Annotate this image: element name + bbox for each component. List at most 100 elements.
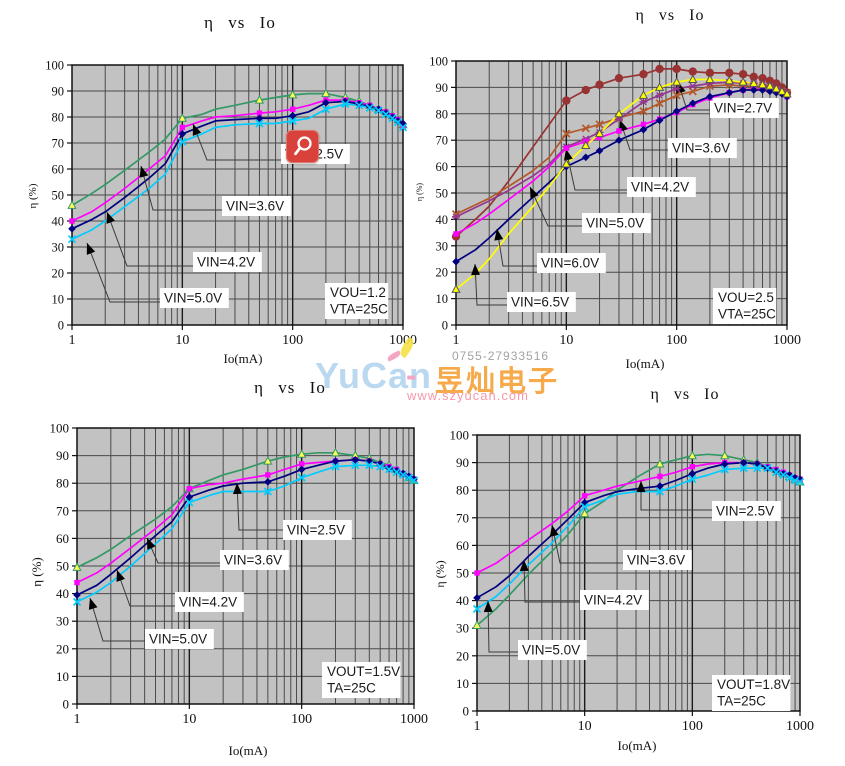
annotation-box: [145, 629, 214, 649]
annotation-label: VIN=4.2V: [179, 595, 237, 610]
annotation-box: [627, 177, 696, 197]
conditions-line: TA=25C: [717, 694, 766, 709]
conditions-line: VOU=2.5: [718, 290, 774, 305]
y-tick-label: 0: [58, 319, 64, 333]
y-tick-label: 50: [436, 187, 449, 201]
y-tick-label: 30: [436, 239, 449, 253]
x-tick-label: 1: [69, 333, 76, 348]
annotation-arrowhead: [494, 229, 504, 241]
y-tick-label: 90: [436, 81, 449, 95]
y-tick-label: 40: [52, 215, 65, 229]
chart-title: η vs Io: [636, 7, 705, 24]
annotation-label: VIN=5.0V: [522, 643, 580, 658]
conditions-line: VOU=1.2: [330, 285, 386, 300]
annotation-label: VIN=5.0V: [586, 216, 644, 231]
annotation-box: [193, 252, 262, 272]
x-tick-label: 100: [282, 333, 303, 348]
y-tick-label: 10: [56, 669, 69, 684]
conditions-line: VOUT=1.5V: [327, 664, 400, 679]
annotation-arrowhead: [116, 570, 125, 582]
y-tick-label: 50: [456, 566, 469, 581]
annotation-leader: [116, 569, 175, 607]
annotation-leader: [192, 123, 281, 161]
y-tick-label: 70: [56, 503, 69, 518]
y-tick-label: 40: [56, 586, 69, 601]
annotation-box: [537, 253, 606, 273]
conditions-line: TA=25C: [327, 681, 376, 696]
annotation-box: [175, 592, 244, 612]
annotation-box: [222, 196, 291, 216]
conditions-box: [325, 283, 389, 319]
magnifier-zoom-icon[interactable]: [286, 130, 319, 163]
annotation-arrowhead: [636, 481, 646, 492]
y-tick-label: 0: [63, 697, 70, 712]
annotation-leader: [496, 228, 537, 267]
annotation-leader: [529, 186, 582, 227]
y-tick-label: 100: [429, 55, 448, 69]
series-line-VIN=5.0V: [76, 464, 415, 603]
y-tick-label: 100: [50, 421, 70, 436]
annotation-box: [712, 501, 781, 521]
y-tick-label: 30: [52, 241, 65, 255]
annotation-label: VIN=6.0V: [541, 256, 599, 271]
annotation-arrowhead: [139, 166, 149, 178]
x-axis-label: Io(mA): [626, 356, 665, 371]
annotation-leader: [236, 482, 283, 531]
annotation-box: [518, 640, 587, 660]
annotation-arrowhead: [519, 560, 529, 572]
y-tick-label: 40: [456, 593, 469, 608]
y-tick-label: 70: [52, 137, 65, 151]
x-tick-label: 1: [74, 712, 81, 727]
annotation-arrowhead: [483, 601, 493, 613]
annotation-box: [283, 520, 352, 540]
annotation-label: VIN=2.5V: [716, 504, 774, 519]
x-tick-label: 1: [474, 719, 481, 734]
y-axis-label: η (%): [415, 183, 424, 202]
annotation-box: [668, 138, 737, 158]
x-tick-label: 10: [559, 333, 573, 348]
annotation-box: [220, 550, 289, 570]
y-tick-label: 50: [56, 559, 69, 574]
x-tick-label: 1000: [786, 719, 814, 734]
annotation-label: VIN=3.6V: [224, 553, 282, 568]
y-tick-label: 90: [456, 455, 469, 470]
annotation-box: [580, 590, 649, 610]
annotation-leader: [140, 165, 222, 211]
annotation-arrowhead: [147, 538, 156, 550]
y-tick-label: 60: [456, 538, 469, 553]
annotation-label: VIN=3.6V: [627, 553, 685, 568]
y-tick-label: 10: [456, 676, 469, 691]
x-tick-label: 100: [291, 712, 312, 727]
annotation-box: [710, 98, 779, 118]
x-axis-label: Io(mA): [224, 351, 263, 366]
y-tick-label: 70: [436, 134, 449, 148]
y-tick-label: 20: [52, 267, 65, 281]
x-tick-label: 100: [682, 719, 703, 734]
conditions-line: VTA=25C: [330, 302, 388, 317]
annotation-box: [507, 292, 576, 312]
y-tick-label: 60: [52, 163, 65, 177]
y-tick-label: 10: [52, 293, 65, 307]
annotation-label: VIN=5.0V: [164, 291, 222, 306]
annotation-box: [582, 213, 651, 233]
annotation-label: VIN=3.6V: [226, 199, 284, 214]
x-axis-label: Io(mA): [618, 738, 657, 753]
y-tick-label: 30: [56, 614, 69, 629]
conditions-box: [322, 662, 401, 698]
conditions-line: VTA=25C: [718, 307, 776, 322]
annotation-arrowhead: [471, 264, 481, 276]
x-tick-label: 10: [182, 712, 196, 727]
annotation-arrowhead: [192, 124, 202, 136]
conditions-box: [712, 675, 791, 711]
y-tick-label: 0: [463, 704, 470, 719]
annotation-label: VIN=2.7V: [714, 101, 772, 116]
y-axis-label: η (%): [27, 183, 39, 208]
x-tick-label: 1: [453, 333, 460, 348]
annotation-leader: [523, 559, 580, 603]
y-tick-label: 80: [436, 107, 449, 121]
annotation-label: VIN=4.2V: [584, 593, 642, 608]
chart-title: η vs Io: [254, 378, 326, 397]
annotation-arrowhead: [232, 483, 242, 495]
annotation-box: [623, 550, 692, 570]
